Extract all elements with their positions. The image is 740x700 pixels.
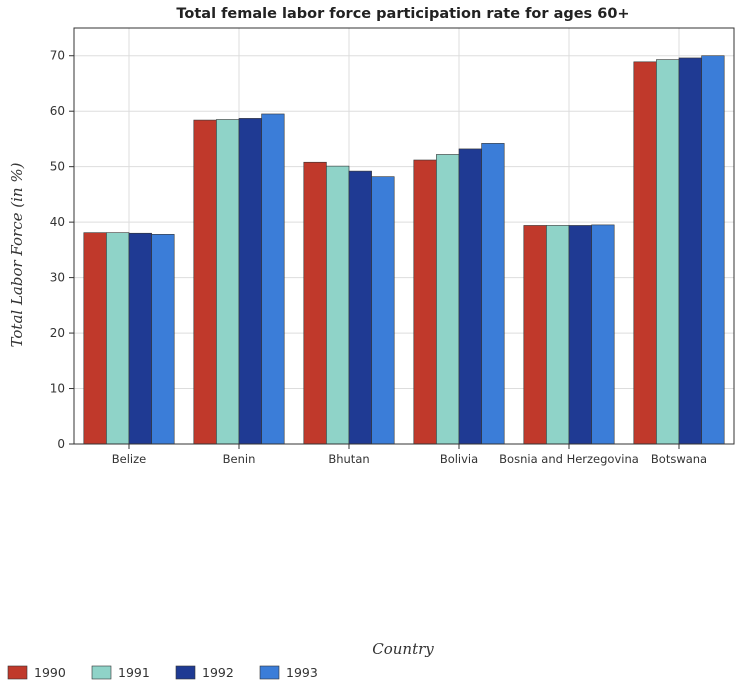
legend-swatch-1992 (175, 665, 196, 680)
legend-label-1993: 1993 (286, 665, 318, 680)
x-tick-label: Bhutan (328, 452, 369, 466)
x-tick-label: Benin (223, 452, 256, 466)
x-tick-label: Belize (112, 452, 146, 466)
legend: 1990 1991 1992 1993 (7, 665, 318, 680)
bar-1990-bosnia-and-herzegovina (523, 225, 547, 445)
bar-1992-botswana (678, 57, 702, 445)
bar-1990-bolivia (413, 159, 437, 445)
bar-1992-bosnia-and-herzegovina (568, 225, 592, 445)
legend-swatch-1993 (259, 665, 280, 680)
bar-1992-bolivia (458, 148, 482, 445)
bar-1992-benin (238, 118, 262, 445)
x-tick-label: Bosnia and Herzegovina (499, 452, 639, 466)
bar-1993-bhutan (371, 176, 395, 445)
bar-1992-bhutan (348, 170, 372, 445)
x-tick-label: Bolivia (440, 452, 478, 466)
y-tick-label: 10 (50, 382, 65, 396)
bar-1993-benin (261, 113, 285, 445)
legend-label-1991: 1991 (118, 665, 150, 680)
bar-1992-belize (128, 232, 152, 445)
legend-label-1990: 1990 (34, 665, 66, 680)
x-axis-title: Country (372, 640, 434, 658)
bar-1993-botswana (701, 55, 725, 445)
y-tick-label: 40 (50, 215, 65, 229)
chart-title: Total female labor force participation r… (176, 6, 629, 22)
bar-1991-botswana (656, 59, 680, 445)
bar-1991-benin (216, 119, 240, 445)
x-tick-label: Botswana (651, 452, 707, 466)
bar-1993-belize (151, 234, 175, 445)
bar-1990-bhutan (303, 161, 327, 445)
legend-label-1992: 1992 (202, 665, 234, 680)
bar-1990-belize (83, 232, 107, 445)
bar-1991-belize (106, 232, 130, 445)
legend-swatch-1990 (7, 665, 28, 680)
plot-frame (73, 27, 735, 445)
y-tick-label: 20 (50, 326, 65, 340)
y-tick-label: 70 (50, 49, 65, 63)
bar-1993-bosnia-and-herzegovina (591, 224, 615, 445)
y-tick-label: 60 (50, 104, 65, 118)
bar-1991-bolivia (436, 154, 460, 445)
bars (83, 55, 725, 445)
bar-1991-bosnia-and-herzegovina (546, 225, 570, 445)
y-tick-label: 0 (57, 437, 65, 451)
bar-1990-benin (193, 119, 217, 445)
bar-1993-bolivia (481, 143, 505, 445)
bar-1991-bhutan (326, 165, 350, 445)
y-tick-label: 50 (50, 160, 65, 174)
legend-swatch-1991 (91, 665, 112, 680)
axes: 0 10 20 30 40 50 60 70 Belize Benin Bhutan Bolivia B… (50, 27, 735, 466)
y-axis-title: Total Labor Force (in %) (8, 162, 26, 347)
bar-1990-botswana (633, 61, 657, 445)
y-tick-label: 30 (50, 271, 65, 285)
